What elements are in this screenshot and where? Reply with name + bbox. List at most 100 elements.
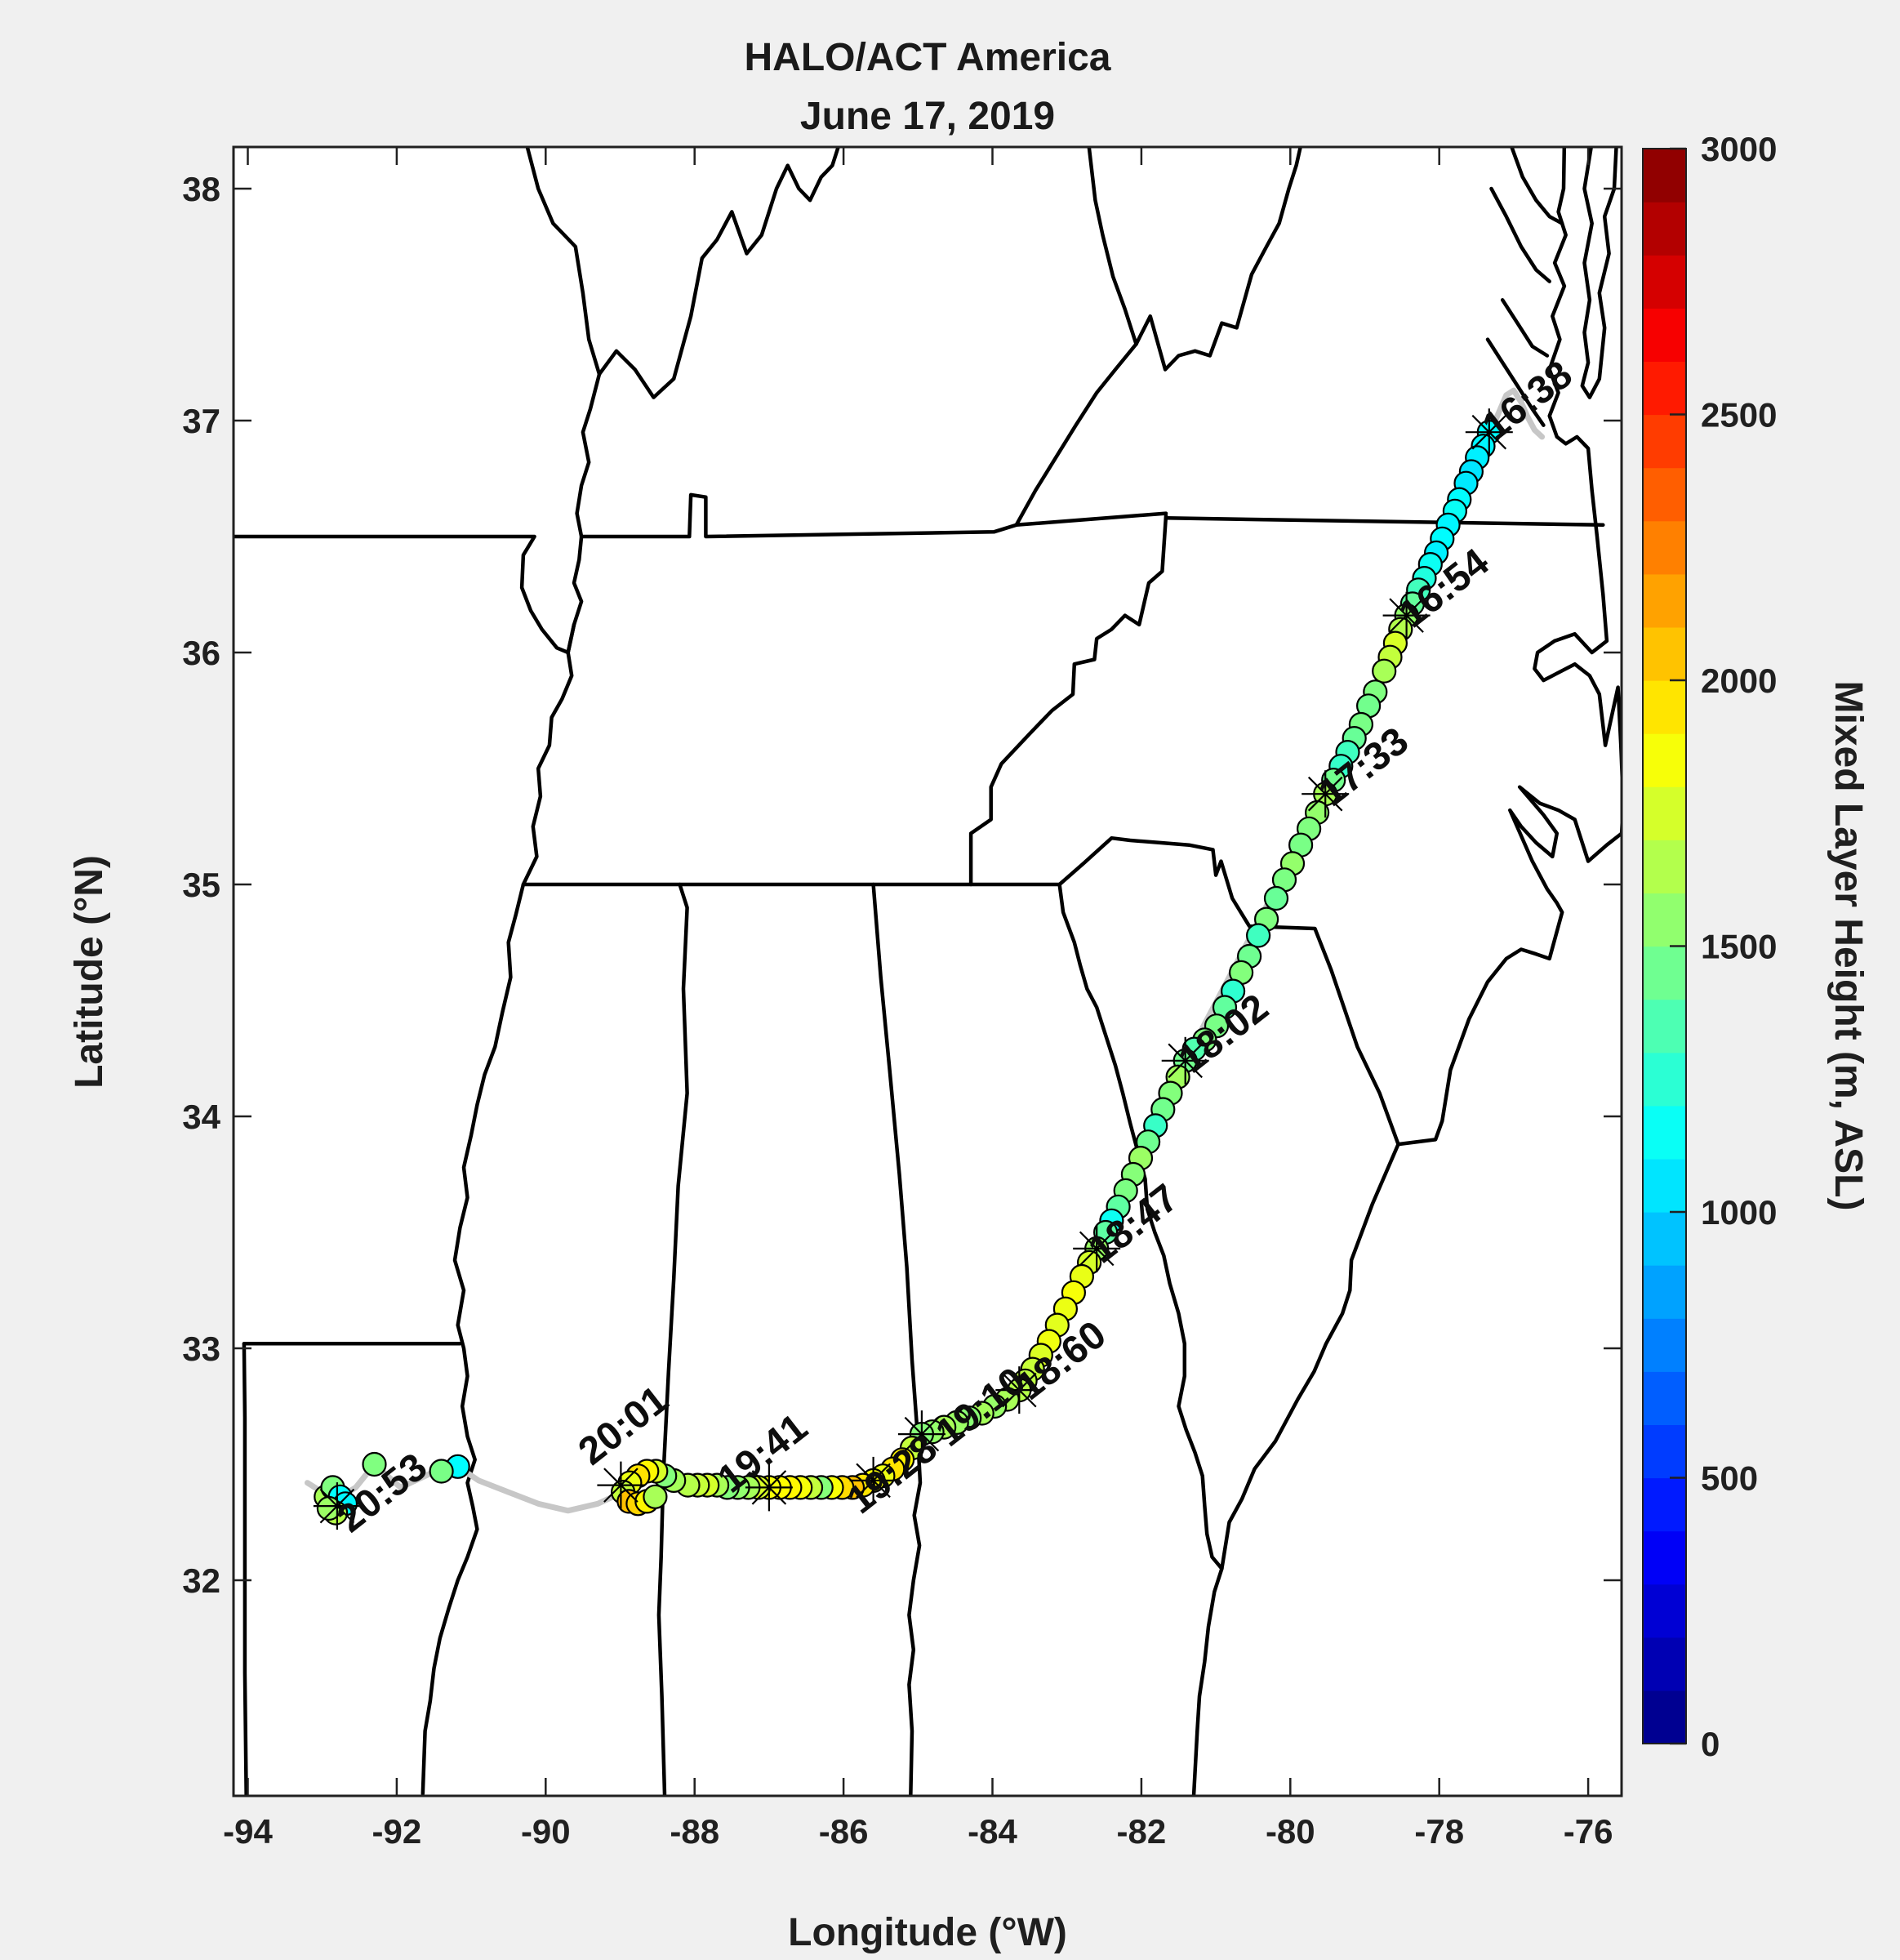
waypoint-asterisk-marker <box>904 1416 940 1452</box>
x-tick-label: -92 <box>372 1812 422 1851</box>
colorbar-band <box>1643 1318 1686 1372</box>
colorbar-band <box>1643 1371 1686 1425</box>
colorbar-band <box>1643 361 1686 416</box>
border-york-river <box>1500 298 1550 358</box>
state-borders-layer <box>234 147 1622 1796</box>
border-ky-wv-border <box>1087 147 1138 346</box>
colorbar-band <box>1643 255 1686 309</box>
border-potomac-river <box>1510 147 1564 225</box>
colorbar-tick-label: 2500 <box>1701 396 1777 434</box>
y-tick-label: 34 <box>182 1098 220 1136</box>
x-tick-label: -94 <box>223 1812 273 1851</box>
border-ms-al-border <box>656 882 689 1796</box>
border-tn-nc-border <box>968 514 1168 887</box>
y-tick-label: 37 <box>182 402 220 440</box>
colorbar-band <box>1643 1158 1686 1213</box>
border-james-river <box>1485 337 1546 427</box>
figure-title: HALO/ACT America <box>745 36 1111 79</box>
colorbar-band <box>1643 1105 1686 1160</box>
border-ohio-river <box>597 147 841 399</box>
x-axis-label: Longitude (°W) <box>788 1911 1067 1954</box>
track-point <box>1263 885 1289 911</box>
border-atlantic-coast <box>1191 147 1622 1796</box>
border-tx-la-border <box>242 1342 248 1796</box>
colorbar-tick-label: 0 <box>1701 1725 1720 1763</box>
waypoint-asterisk-marker <box>603 1468 639 1503</box>
track-point <box>643 1484 668 1509</box>
colorbar-band <box>1643 946 1686 1000</box>
colorbar-band <box>1643 202 1686 256</box>
colorbar-tick-label: 3000 <box>1701 130 1777 168</box>
x-tick-label: -82 <box>1117 1812 1167 1851</box>
waypoint-asterisk-marker <box>1079 1231 1115 1267</box>
border-rappahannock-river <box>1489 186 1551 283</box>
border-al-ga-border <box>871 882 923 1796</box>
waypoint-asterisk-marker <box>1471 414 1507 450</box>
colorbar-band <box>1643 1530 1686 1585</box>
y-tick-label: 32 <box>182 1561 220 1600</box>
x-tick-label: -84 <box>968 1812 1017 1851</box>
colorbar-tick-label: 500 <box>1701 1459 1758 1498</box>
colorbar-band <box>1643 149 1686 203</box>
waypoint-asterisk-marker <box>1307 776 1343 812</box>
colorbar-band <box>1643 1052 1686 1107</box>
colorbar-label: Mixed Layer Height (m, ASL) <box>1827 681 1870 1211</box>
y-tick-label: 35 <box>182 866 220 904</box>
colorbar-band <box>1643 733 1686 787</box>
waypoint-asterisk-marker <box>319 1488 355 1524</box>
border-va-wv-border <box>1134 147 1302 372</box>
colorbar-band <box>1643 573 1686 628</box>
colorbar-band <box>1643 786 1686 840</box>
colorbar-band <box>1643 626 1686 681</box>
border-va-nc-border <box>1164 516 1605 528</box>
axes-box <box>232 145 1623 1797</box>
colorbar-tick-label: 2000 <box>1701 662 1777 700</box>
track-point <box>1245 923 1271 948</box>
x-tick-label: -80 <box>1266 1812 1315 1851</box>
colorbar-band <box>1643 840 1686 893</box>
border-mississippi-river <box>420 147 602 1796</box>
colorbar-tick-label: 1500 <box>1701 928 1777 966</box>
x-tick-label: -86 <box>819 1812 869 1851</box>
colorbar-band <box>1643 1690 1686 1744</box>
waypoint-asterisk-marker <box>856 1463 891 1499</box>
y-tick-label: 36 <box>182 634 220 672</box>
x-tick-label: -76 <box>1564 1812 1613 1851</box>
colorbar-band <box>1643 1424 1686 1479</box>
border-ky-va-border <box>1014 342 1138 528</box>
x-tick-label: -88 <box>670 1812 719 1851</box>
border-mo-ar-border <box>234 534 576 655</box>
plot-area <box>234 147 1622 1796</box>
border-ky-tn-border <box>579 492 1168 539</box>
colorbar: 0 500 1000 1500 2000 2500 3000 <box>1642 130 1777 1763</box>
waypoint-asterisk-marker <box>1168 1043 1203 1079</box>
waypoint-asterisk-marker <box>1002 1372 1037 1408</box>
x-tick-label: -78 <box>1414 1812 1464 1851</box>
waypoint-asterisk-marker <box>751 1470 787 1505</box>
colorbar-band <box>1643 1265 1686 1319</box>
x-tick-label: -90 <box>521 1812 571 1851</box>
colorbar-band <box>1643 1584 1686 1638</box>
colorbar-band <box>1643 520 1686 575</box>
track-point <box>362 1451 387 1477</box>
border-ga-sc-border <box>1057 882 1224 1571</box>
waypoint-asterisk-marker <box>1389 598 1424 633</box>
y-tick-label: 33 <box>182 1330 220 1368</box>
colorbar-band <box>1643 893 1686 947</box>
border-nc-sc-border <box>1057 835 1400 1147</box>
colorbar-band <box>1643 680 1686 734</box>
axes-layer: -94 -92 -90 -88 -86 -84 -82 -80 -78 -76 32 33 34 35 36… <box>182 145 1623 1851</box>
colorbar-band <box>1643 1212 1686 1266</box>
y-axis-label: Latitude (°N) <box>68 855 111 1089</box>
colorbar-band <box>1643 999 1686 1054</box>
track-point <box>429 1459 454 1484</box>
figure-subtitle: June 17, 2019 <box>800 95 1055 138</box>
colorbar-band <box>1643 308 1686 362</box>
colorbar-tick-label: 1000 <box>1701 1193 1777 1232</box>
border-delmarva-peninsula <box>1580 147 1618 399</box>
y-tick-label: 38 <box>182 170 220 208</box>
colorbar-band <box>1643 467 1686 522</box>
colorbar-band <box>1643 1637 1686 1691</box>
